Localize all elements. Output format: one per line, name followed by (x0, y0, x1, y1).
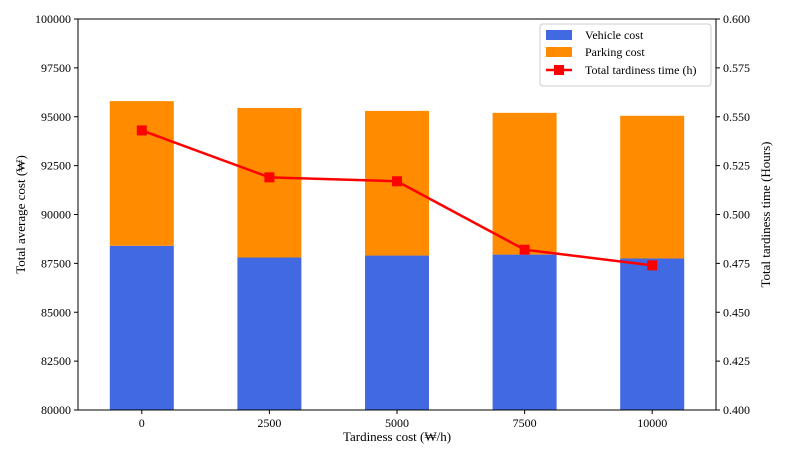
x-tick-label-2500: 2500 (257, 416, 281, 430)
y2-tick-label-0.575: 0.575 (723, 61, 750, 75)
left-y-axis: 80000 82500 85000 87500 90000 92500 95000 97500… (35, 12, 78, 417)
legend-swatch-vehicle-cost (546, 30, 572, 40)
y-tick-label-87500: 87500 (41, 256, 71, 270)
y-tick-label-85000: 85000 (41, 305, 71, 319)
legend-box (539, 23, 712, 87)
legend-label-vehicle-cost: Vehicle cost (585, 28, 644, 42)
tardiness-marker-0 (136, 125, 147, 136)
y2-tick-label-0.400: 0.400 (723, 403, 750, 417)
tardiness-marker-10000 (647, 260, 658, 271)
bar-vehicle-cost-0 (109, 245, 174, 410)
x-tick-label-5000: 5000 (385, 416, 409, 430)
x-tick-label-0: 0 (139, 416, 145, 430)
y-tick-label-90000: 90000 (41, 208, 71, 222)
x-axis: 0 2500 5000 7500 10000 (139, 410, 667, 430)
bars (109, 101, 685, 410)
y2-tick-label-0.600: 0.600 (723, 12, 750, 26)
y-tick-label-100000: 100000 (35, 12, 71, 26)
y-axis-label: Total average cost (₩) (13, 155, 28, 274)
tardiness-marker-5000 (392, 176, 402, 187)
tardiness-marker-2500 (264, 172, 275, 183)
bar-vehicle-cost-5000 (365, 255, 429, 410)
y-tick-label-95000: 95000 (41, 110, 71, 124)
bar-parking-cost-10000 (620, 115, 685, 259)
y-tick-label-82500: 82500 (41, 354, 71, 368)
y-tick-label-92500: 92500 (41, 159, 71, 173)
bar-parking-cost-0 (109, 101, 174, 246)
legend-marker-tardiness (554, 65, 564, 75)
legend: Vehicle cost Parking cost Total tardines… (539, 23, 712, 87)
legend-label-parking-cost: Parking cost (585, 45, 645, 59)
tardiness-marker-7500 (519, 244, 530, 255)
y2-tick-label-0.425: 0.425 (723, 354, 750, 368)
bar-vehicle-cost-10000 (620, 258, 685, 410)
bar-vehicle-cost-2500 (237, 257, 302, 410)
y2-tick-label-0.475: 0.475 (723, 256, 750, 270)
x-axis-label: Tardiness cost (₩/h) (343, 429, 451, 444)
legend-label-tardiness-time: Total tardiness time (h) (585, 63, 696, 77)
right-y-axis: 0.400 0.425 0.450 0.475 0.500 0.525 0.550 0.575… (716, 12, 750, 417)
y-tick-label-80000: 80000 (41, 403, 71, 417)
x-tick-label-7500: 7500 (513, 416, 537, 430)
y2-tick-label-0.500: 0.500 (723, 208, 750, 222)
bar-parking-cost-2500 (237, 107, 302, 258)
legend-swatch-parking-cost (546, 47, 572, 57)
bar-vehicle-cost-7500 (492, 254, 557, 410)
y-tick-label-97500: 97500 (41, 61, 71, 75)
tardiness-line-series (136, 125, 658, 271)
x-tick-label-10000: 10000 (637, 416, 667, 430)
y2-tick-label-0.525: 0.525 (723, 159, 750, 173)
y2-tick-label-0.450: 0.450 (723, 305, 750, 319)
bar-parking-cost-7500 (492, 112, 557, 255)
y2-tick-label-0.550: 0.550 (723, 110, 750, 124)
y2-axis-label: Total tardiness time (Hours) (758, 141, 773, 287)
